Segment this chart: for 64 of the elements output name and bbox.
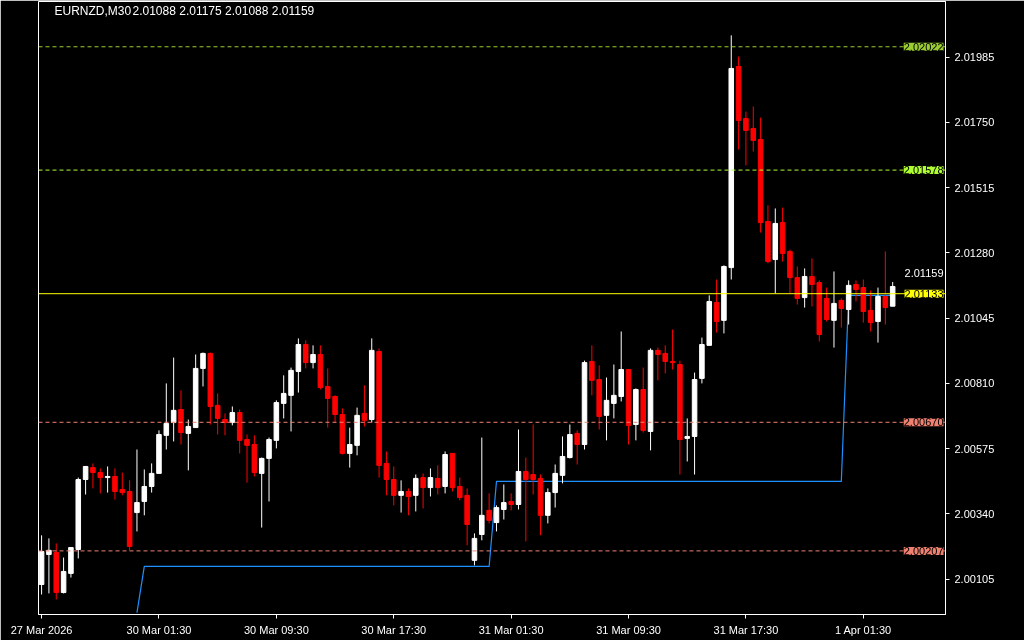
candlestick <box>603 377 610 441</box>
candlestick <box>801 267 808 309</box>
candlestick <box>486 492 492 524</box>
ref-line-label: 2.01133 <box>904 287 944 300</box>
candlestick <box>302 339 309 369</box>
candlestick <box>831 270 837 349</box>
candlestick <box>479 437 485 541</box>
x-tick-label: 31 Mar 17:30 <box>713 623 779 636</box>
candlestick <box>823 287 830 322</box>
candlestick <box>669 329 676 371</box>
chart-subtitle: 2.01088 2.01175 2.01088 2.01159 <box>132 3 315 18</box>
candlestick <box>361 384 368 427</box>
candlestick <box>559 435 566 484</box>
candlestick <box>185 419 192 471</box>
candlestick <box>390 465 397 506</box>
y-tick-label: 2.00105 <box>954 573 995 586</box>
candlestick <box>427 467 434 497</box>
candlestick <box>508 492 514 511</box>
ref-line-label: 2.02022 <box>903 40 944 53</box>
y-tick-label: 2.00340 <box>954 507 995 520</box>
candlestick <box>684 417 691 462</box>
candlestick <box>838 297 845 329</box>
candlestick <box>574 429 580 466</box>
candlestick <box>222 412 228 436</box>
x-tick-label: 27 Mar 2026 <box>10 623 73 636</box>
y-tick-label: 2.01515 <box>954 181 995 194</box>
x-tick-label: 30 Mar 09:30 <box>243 623 309 636</box>
candlestick <box>567 424 573 459</box>
candlestick <box>501 484 507 521</box>
candlestick <box>412 474 419 512</box>
chart-title: EURNZD,M30 <box>54 3 132 18</box>
x-tick-label: 31 Mar 09:30 <box>596 623 661 636</box>
candlestick <box>104 465 111 494</box>
candlestick <box>134 449 140 532</box>
candlestick <box>398 479 404 514</box>
y-tick-label: 2.01985 <box>954 51 995 64</box>
candlestick <box>867 289 874 332</box>
candlestick <box>435 464 441 496</box>
candlestick <box>882 250 889 326</box>
y-tick-label: 2.01280 <box>954 246 995 259</box>
candlestick <box>713 279 720 334</box>
candlestick <box>170 357 177 442</box>
candlestick <box>82 465 89 496</box>
y-tick-label: 2.01750 <box>954 116 995 129</box>
candlestick <box>889 281 896 307</box>
x-tick-label: 1 Apr 01:30 <box>834 623 892 636</box>
candlestick <box>141 469 148 516</box>
y-tick-label: 2.00575 <box>954 442 995 455</box>
candlestick <box>178 389 184 446</box>
y-tick-label: 2.01045 <box>954 312 995 325</box>
x-tick-label: 30 Mar 01:30 <box>126 623 192 636</box>
candlestick <box>493 504 500 532</box>
ref-line-label: 2.01578 <box>903 164 944 177</box>
candlestick <box>420 472 426 509</box>
x-tick-label: 30 Mar 17:30 <box>361 623 427 636</box>
candlestick <box>405 487 412 516</box>
candlestick <box>214 392 221 436</box>
y-tick-label: 2.00810 <box>954 377 995 390</box>
ref-line-label: 2.00670 <box>903 416 944 429</box>
candlestick <box>310 344 316 369</box>
ref-line-label: 2.00207 <box>903 544 944 557</box>
candlestick <box>229 405 236 426</box>
x-tick-label: 31 Mar 01:30 <box>478 623 544 636</box>
text: 2.01159 <box>904 267 944 280</box>
